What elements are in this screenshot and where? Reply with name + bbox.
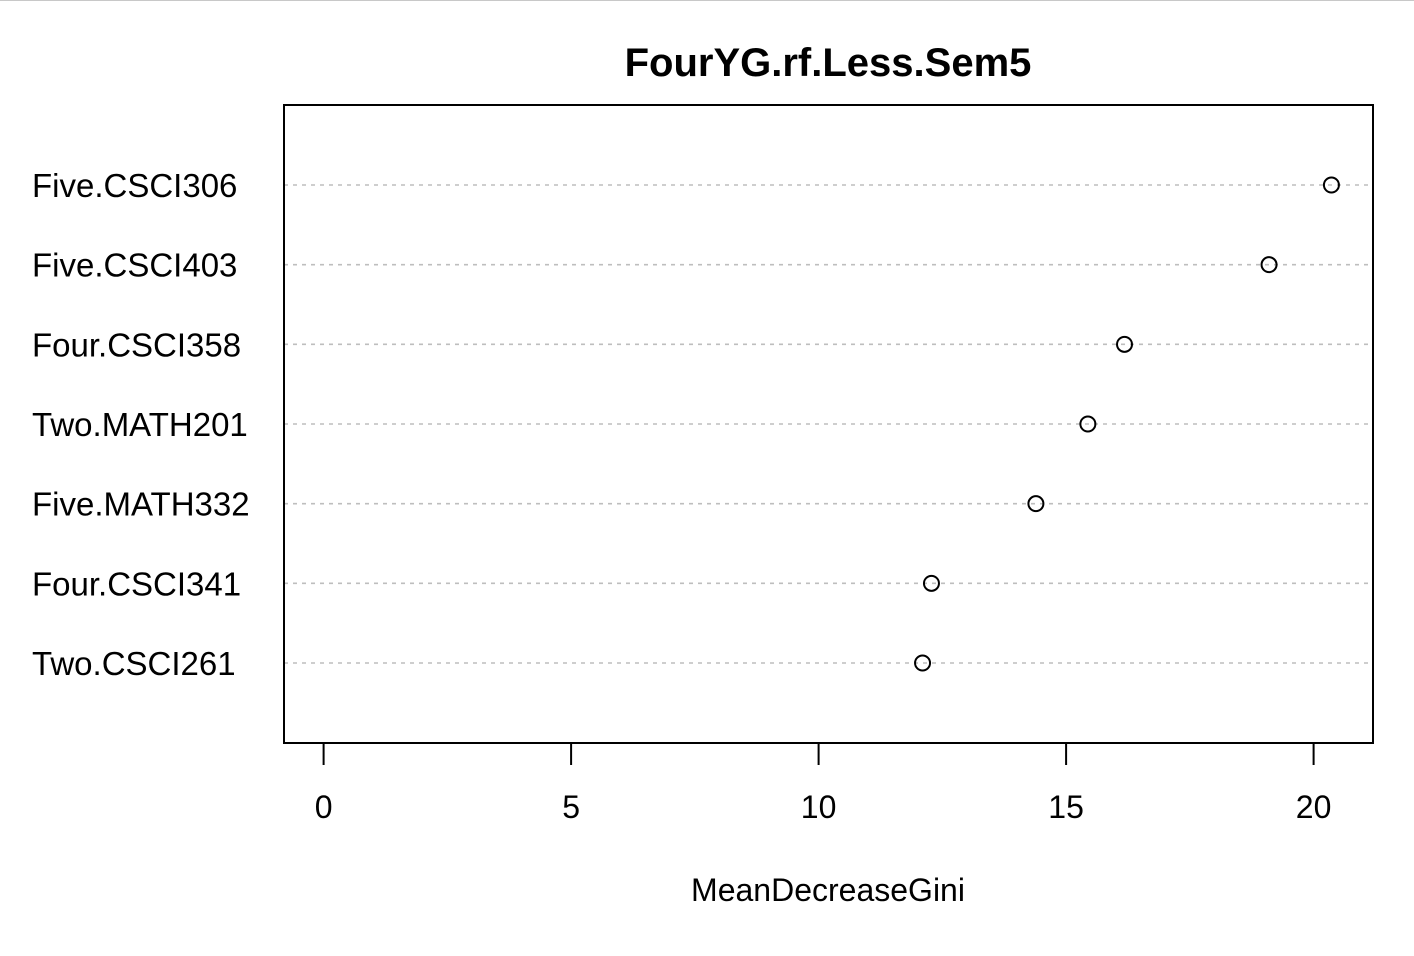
grid-lines [284, 184, 1373, 664]
category-labels: Five.CSCI306 Five.CSCI403 Four.CSCI358 Two.… [32, 167, 250, 682]
x-axis-label: MeanDecreaseGini [691, 872, 965, 908]
chart-title: FourYG.rf.Less.Sem5 [625, 41, 1032, 85]
category-label: Two.MATH201 [32, 406, 248, 443]
category-label: Four.CSCI358 [32, 326, 241, 363]
data-point [1260, 256, 1278, 274]
x-tick-label: 20 [1296, 789, 1332, 825]
category-label: Five.CSCI403 [32, 247, 237, 284]
data-point [914, 654, 932, 672]
data-point [1116, 335, 1134, 353]
category-label: Five.CSCI306 [32, 167, 237, 204]
data-point [922, 574, 940, 592]
x-tick-label: 15 [1048, 789, 1084, 825]
top-border-line [0, 0, 1414, 1]
category-label: Four.CSCI341 [32, 565, 241, 602]
x-axis: 0 5 10 15 20 [315, 742, 1332, 825]
data-point [1079, 415, 1097, 433]
x-tick-label: 5 [562, 789, 580, 825]
data-point [1027, 495, 1045, 513]
x-tick-label: 10 [801, 789, 837, 825]
category-label: Two.CSCI261 [32, 645, 236, 682]
category-label: Five.MATH332 [32, 486, 250, 523]
data-point [1322, 176, 1340, 194]
data-points [914, 176, 1340, 672]
x-tick-label: 0 [315, 789, 333, 825]
